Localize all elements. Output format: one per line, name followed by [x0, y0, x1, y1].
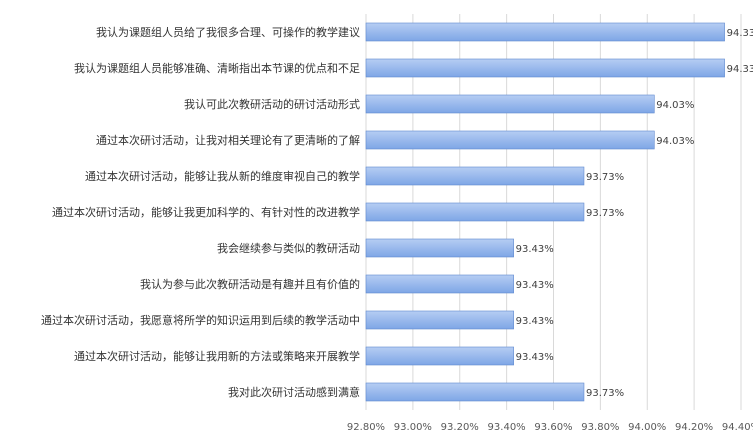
category-label: 通过本次研讨活动，能够让我用新的方法或策略来开展教学 — [74, 349, 360, 363]
bar — [365, 202, 585, 222]
x-tick-label: 93.00% — [394, 422, 432, 433]
bar — [365, 346, 514, 366]
x-tick-label: 93.80% — [581, 422, 619, 433]
category-label: 我认可此次教研活动的研讨活动形式 — [184, 97, 360, 111]
data-labels: 94.33% 94.33% 94.03% 94.03% 93.73% 93.73% 93.4… — [516, 28, 753, 399]
x-tick-label: 94.00% — [628, 422, 666, 433]
data-label: 93.73% — [586, 388, 624, 399]
bar — [365, 58, 725, 78]
x-tick-label: 92.80% — [347, 422, 385, 433]
bar — [365, 22, 725, 42]
category-label: 通过本次研讨活动，我愿意将所学的知识运用到后续的教学活动中 — [41, 313, 360, 327]
x-axis-ticks: 92.80% 93.00% 93.20% 93.40% 93.60% 93.80% 94.0… — [347, 422, 753, 433]
data-label: 94.33% — [727, 64, 753, 75]
data-label: 93.43% — [516, 244, 554, 255]
x-tick-label: 93.40% — [488, 422, 526, 433]
x-tick-label: 93.20% — [441, 422, 479, 433]
data-label: 93.43% — [516, 316, 554, 327]
data-label: 94.03% — [656, 136, 694, 147]
data-label: 93.73% — [586, 208, 624, 219]
bar — [365, 94, 655, 114]
bar — [365, 382, 585, 402]
bar — [365, 238, 514, 258]
category-label: 我认为课题组人员能够准确、清晰指出本节课的优点和不足 — [74, 61, 360, 75]
x-tick-label: 94.40% — [722, 422, 753, 433]
bar — [365, 130, 655, 150]
bar — [365, 310, 514, 330]
category-label: 通过本次研讨活动，让我对相关理论有了更清晰的了解 — [96, 133, 360, 147]
data-label: 93.43% — [516, 352, 554, 363]
data-label: 94.03% — [656, 100, 694, 111]
category-label: 通过本次研讨活动，能够让我从新的维度审视自己的教学 — [85, 169, 360, 183]
bar — [365, 166, 585, 186]
bar — [365, 274, 514, 294]
bars — [365, 22, 725, 402]
data-label: 93.73% — [586, 172, 624, 183]
data-label: 94.33% — [727, 28, 753, 39]
x-tick-label: 94.20% — [675, 422, 713, 433]
category-label: 我认为课题组人员给了我很多合理、可操作的教学建议 — [96, 25, 360, 39]
category-label: 我对此次研讨活动感到满意 — [228, 385, 360, 399]
category-label: 我会继续参与类似的教研活动 — [217, 241, 360, 255]
data-label: 93.43% — [516, 280, 554, 291]
category-labels: 我认为课题组人员给了我很多合理、可操作的教学建议我认为课题组人员能够准确、清晰指… — [41, 25, 360, 399]
x-tick-label: 93.60% — [534, 422, 572, 433]
category-label: 我认为参与此次教研活动是有趣并且有价值的 — [140, 277, 360, 291]
category-label: 通过本次研讨活动，能够让我更加科学的、有针对性的改进教学 — [52, 205, 360, 219]
